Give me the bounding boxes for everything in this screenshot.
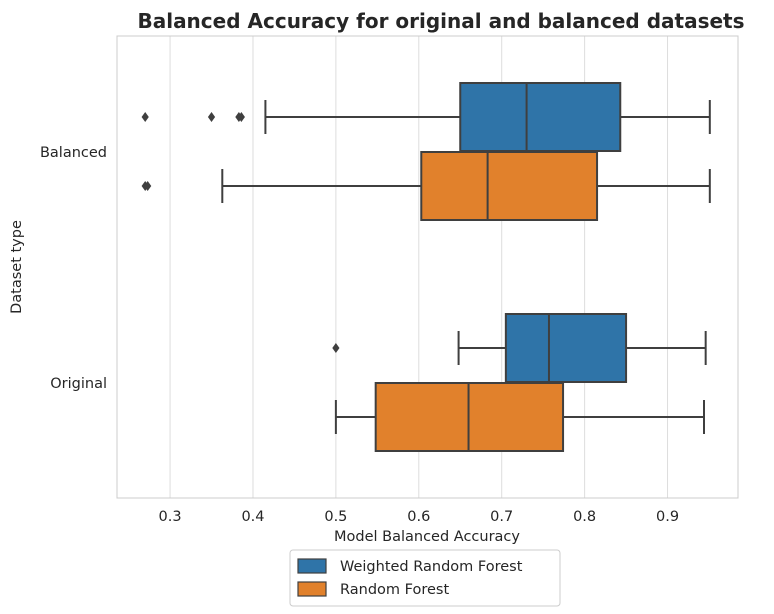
outlier-point — [207, 112, 216, 122]
x-tick-label: 0.9 — [656, 509, 679, 525]
outlier-point — [141, 112, 149, 122]
legend-label: Weighted Random Forest — [340, 559, 523, 575]
box-weighted-random-forest-original — [332, 313, 707, 383]
chart-title: Balanced Accuracy for original and balan… — [137, 9, 744, 33]
iqr-box — [504, 313, 628, 383]
iqr-box — [459, 82, 622, 152]
x-tick-label: 0.4 — [241, 509, 264, 525]
x-tick-label: 0.8 — [573, 509, 596, 525]
legend-swatch — [297, 558, 327, 574]
iqr-box — [420, 151, 599, 221]
box-random-forest-balanced — [141, 151, 711, 221]
y-tick-label: Balanced — [40, 145, 107, 161]
y-tick-label: Original — [50, 376, 107, 392]
outlier-point — [332, 343, 340, 353]
x-axis-label: Model Balanced Accuracy — [334, 529, 520, 545]
legend-label: Random Forest — [340, 582, 449, 598]
legend: Weighted Random Forest Random Forest — [289, 549, 561, 607]
x-tick-label: 0.6 — [407, 509, 430, 525]
x-tick-label: 0.3 — [159, 509, 182, 525]
legend-frame — [289, 549, 561, 607]
y-ticks: Balanced Original — [40, 145, 107, 392]
x-tick-label: 0.5 — [324, 509, 347, 525]
outlier-point — [144, 181, 152, 191]
boxes — [141, 82, 711, 452]
y-axis-label: Dataset type — [9, 220, 25, 314]
outlier-point — [237, 112, 245, 122]
plot-frame — [116, 35, 739, 499]
x-ticks: 0.3 0.4 0.5 0.6 0.7 0.8 0.9 — [159, 509, 680, 525]
box-random-forest-original — [334, 382, 706, 452]
legend-swatch — [297, 581, 327, 597]
x-tick-label: 0.7 — [490, 509, 513, 525]
box-weighted-random-forest-balanced — [141, 82, 711, 152]
